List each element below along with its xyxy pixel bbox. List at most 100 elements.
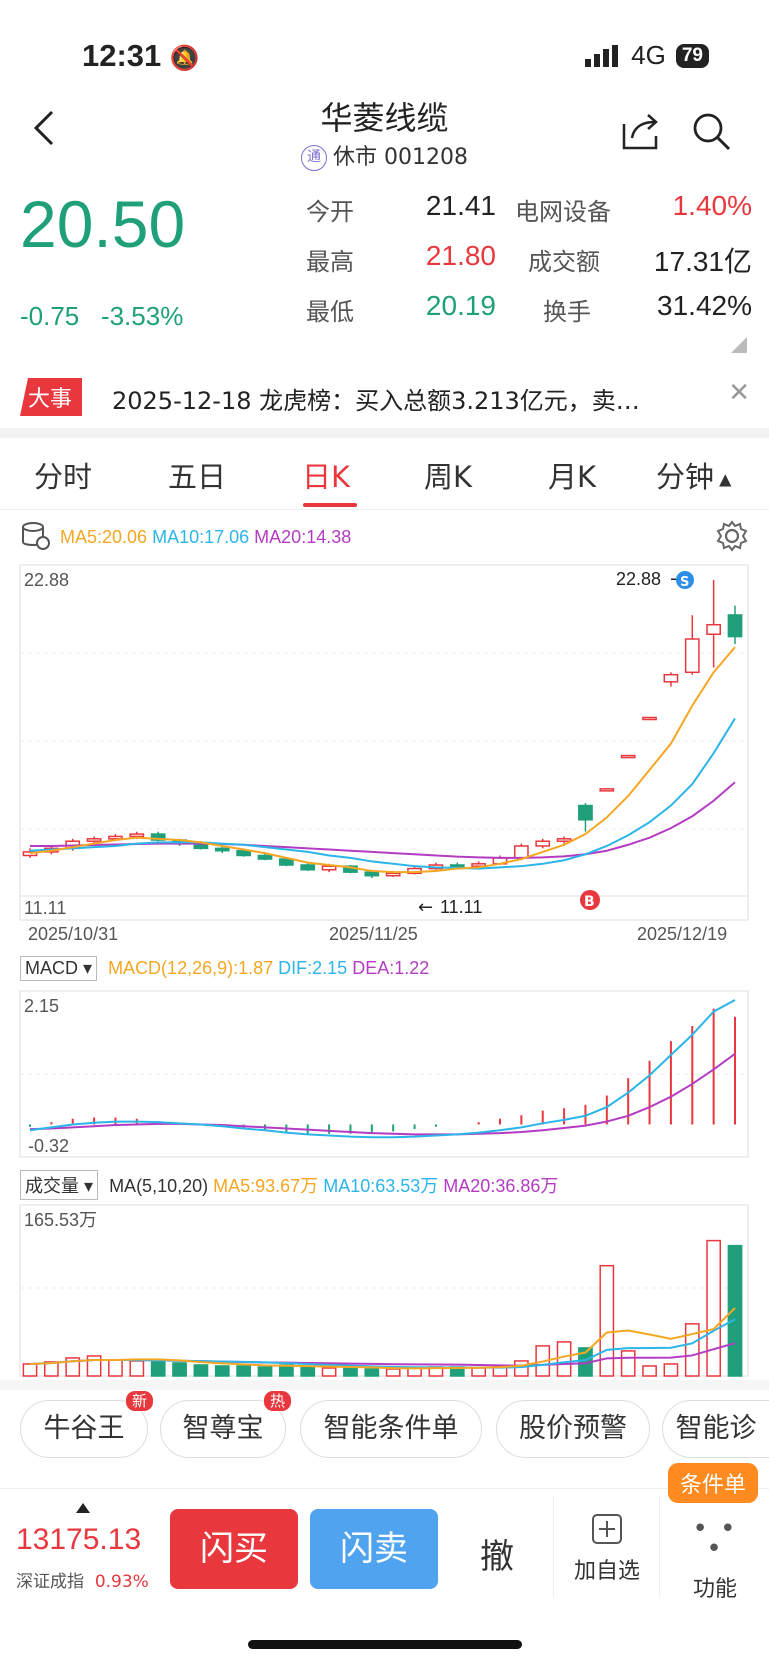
data-toggle-button[interactable] — [20, 520, 50, 554]
volume-bar — [663, 1363, 679, 1377]
cancel-order-button[interactable]: 撤 — [480, 1537, 514, 1577]
candle — [727, 614, 743, 638]
y-max-label: 22.88 — [24, 570, 69, 590]
volume-bar — [172, 1362, 187, 1377]
feature-chip-niuguwang[interactable]: 牛谷王新 — [20, 1391, 153, 1458]
flash-buy-button[interactable]: 闪买 — [170, 1509, 298, 1589]
candle — [257, 854, 273, 860]
volume-bar — [300, 1366, 316, 1377]
low-marker-arrow: ← — [418, 897, 433, 918]
ma20-legend: MA20:14.38 — [254, 527, 352, 547]
kline-chart[interactable]: 22.88 11.11 2025/10/31 2025/11/25 2025/1… — [0, 560, 769, 950]
ma10-legend: MA10:17.06 — [152, 527, 250, 547]
kline-frame — [19, 564, 749, 921]
candle — [684, 638, 700, 674]
connect-badge: 通 — [301, 145, 327, 171]
turnover-rate-value: 31.42% — [657, 290, 752, 321]
volume-bar — [129, 1360, 145, 1377]
volume-y-max-label: 165.53万 — [24, 1210, 97, 1230]
volume-bar — [599, 1264, 615, 1377]
volume-bar — [385, 1368, 401, 1377]
turnover-rate-label: 换手 — [543, 298, 591, 326]
macd-y-min-label: -0.32 — [28, 1136, 69, 1156]
volume-bar — [86, 1355, 102, 1377]
feature-chip-zhizunbao[interactable]: 智尊宝热 — [160, 1391, 291, 1458]
plus-box-icon — [592, 1514, 622, 1544]
tab-monthly-k[interactable]: 月K — [548, 460, 597, 494]
dea-legend: DEA:1.22 — [352, 958, 430, 978]
dea-line — [29, 1053, 736, 1136]
candle — [150, 833, 166, 841]
mute-bell-icon: 🔕 — [169, 45, 200, 72]
flash-sell-button[interactable]: 闪卖 — [310, 1509, 438, 1589]
candle — [364, 871, 380, 877]
volume-bar — [214, 1365, 230, 1377]
tab-five-day[interactable]: 五日 — [168, 460, 227, 494]
share-button[interactable] — [620, 110, 662, 156]
candle — [663, 673, 679, 683]
status-time: 12:31 🔕 — [82, 38, 200, 73]
tab-daily-k[interactable]: 日K — [302, 460, 351, 494]
macd-indicator-select[interactable]: MACD ▾ — [20, 956, 98, 981]
buy-marker[interactable] — [580, 890, 600, 910]
low-label: 最低 — [306, 298, 354, 326]
more-dots-icon: • • • — [692, 1514, 738, 1564]
quote-row-high: 最高 21.80 成交额 17.31亿 — [306, 240, 752, 292]
index-value[interactable]: 13175.13 — [16, 1523, 142, 1556]
macd-y-max-label: 2.15 — [24, 996, 59, 1016]
volume-bar — [108, 1359, 123, 1377]
candle — [86, 838, 102, 842]
date-end-label: 2025/12/19 — [637, 924, 727, 944]
close-icon[interactable]: ✕ — [728, 378, 750, 408]
search-button[interactable] — [690, 110, 732, 156]
volume-bar — [193, 1364, 209, 1377]
candle — [214, 847, 230, 852]
volume-indicator-select[interactable]: 成交量 ▾ — [20, 1170, 99, 1200]
stock-status: 通休市 001208 — [0, 139, 769, 171]
candle — [513, 845, 529, 859]
dif-legend: DIF:2.15 — [278, 958, 348, 978]
low-marker-label: 11.11 — [440, 897, 482, 917]
candle — [556, 838, 572, 842]
tab-minute[interactable]: 分钟 ▲ — [656, 460, 732, 494]
sell-marker[interactable] — [676, 571, 694, 589]
news-text[interactable]: 2025-12-18 龙虎榜：买入总额3.213亿元，卖… — [112, 387, 640, 415]
more-functions-button[interactable]: • • • 功能 — [680, 1514, 750, 1603]
macd-legend: MACD ▾ MACD(12,26,9):1.87 DIF:2.15 DEA:1… — [20, 956, 429, 981]
more-functions-label: 功能 — [692, 1577, 737, 1602]
candle — [278, 858, 294, 866]
candle — [129, 833, 145, 838]
tab-weekly-k[interactable]: 周K — [424, 460, 473, 494]
volume-bar — [343, 1367, 358, 1377]
tab-intraday[interactable]: 分时 — [34, 460, 93, 494]
low-value: 20.19 — [425, 290, 496, 321]
chevron-left-icon — [33, 110, 54, 146]
feature-chip-smart-diagnosis[interactable]: 智能诊 — [662, 1400, 769, 1458]
vol-ma5-legend: MA5:93.67万 — [213, 1176, 319, 1196]
volume-chart[interactable]: 165.53万 — [0, 1202, 769, 1378]
add-watchlist-button[interactable]: 加自选 — [570, 1513, 644, 1585]
candle — [535, 840, 551, 847]
search-icon — [693, 113, 731, 151]
expand-corner-icon[interactable] — [731, 337, 747, 353]
feature-chip-smart-order[interactable]: 智能条件单 — [300, 1400, 482, 1458]
conditional-order-badge[interactable]: 条件单 — [668, 1463, 759, 1503]
macd-chart[interactable]: 2.15 -0.32 — [0, 988, 769, 1160]
y-min-label: 11.11 — [24, 898, 66, 918]
candle — [706, 623, 722, 635]
chart-settings-button[interactable] — [716, 520, 748, 556]
candle — [321, 865, 337, 871]
feature-chip-price-alert[interactable]: 股价预警 — [496, 1400, 650, 1458]
back-button[interactable] — [30, 108, 58, 152]
kline-ma-legend: MA5:20.06 MA10:17.06 MA20:14.38 — [60, 527, 351, 548]
volume-bar — [642, 1365, 657, 1377]
quote-row-open: 今开 21.41 电网设备 1.40% — [306, 190, 752, 242]
quote-grid: 今开 21.41 电网设备 1.40% 最高 21.80 成交额 17.31亿 … — [306, 190, 752, 342]
volume-bar — [620, 1350, 636, 1377]
volume-bar — [257, 1366, 273, 1377]
add-watchlist-label: 加自选 — [573, 1559, 640, 1584]
high-value: 21.80 — [425, 240, 496, 271]
news-banner[interactable]: 大事 2025-12-18 龙虎榜：买入总额3.213亿元，卖… ✕ — [20, 378, 750, 416]
date-start-label: 2025/10/31 — [28, 924, 118, 944]
candle — [300, 864, 316, 871]
